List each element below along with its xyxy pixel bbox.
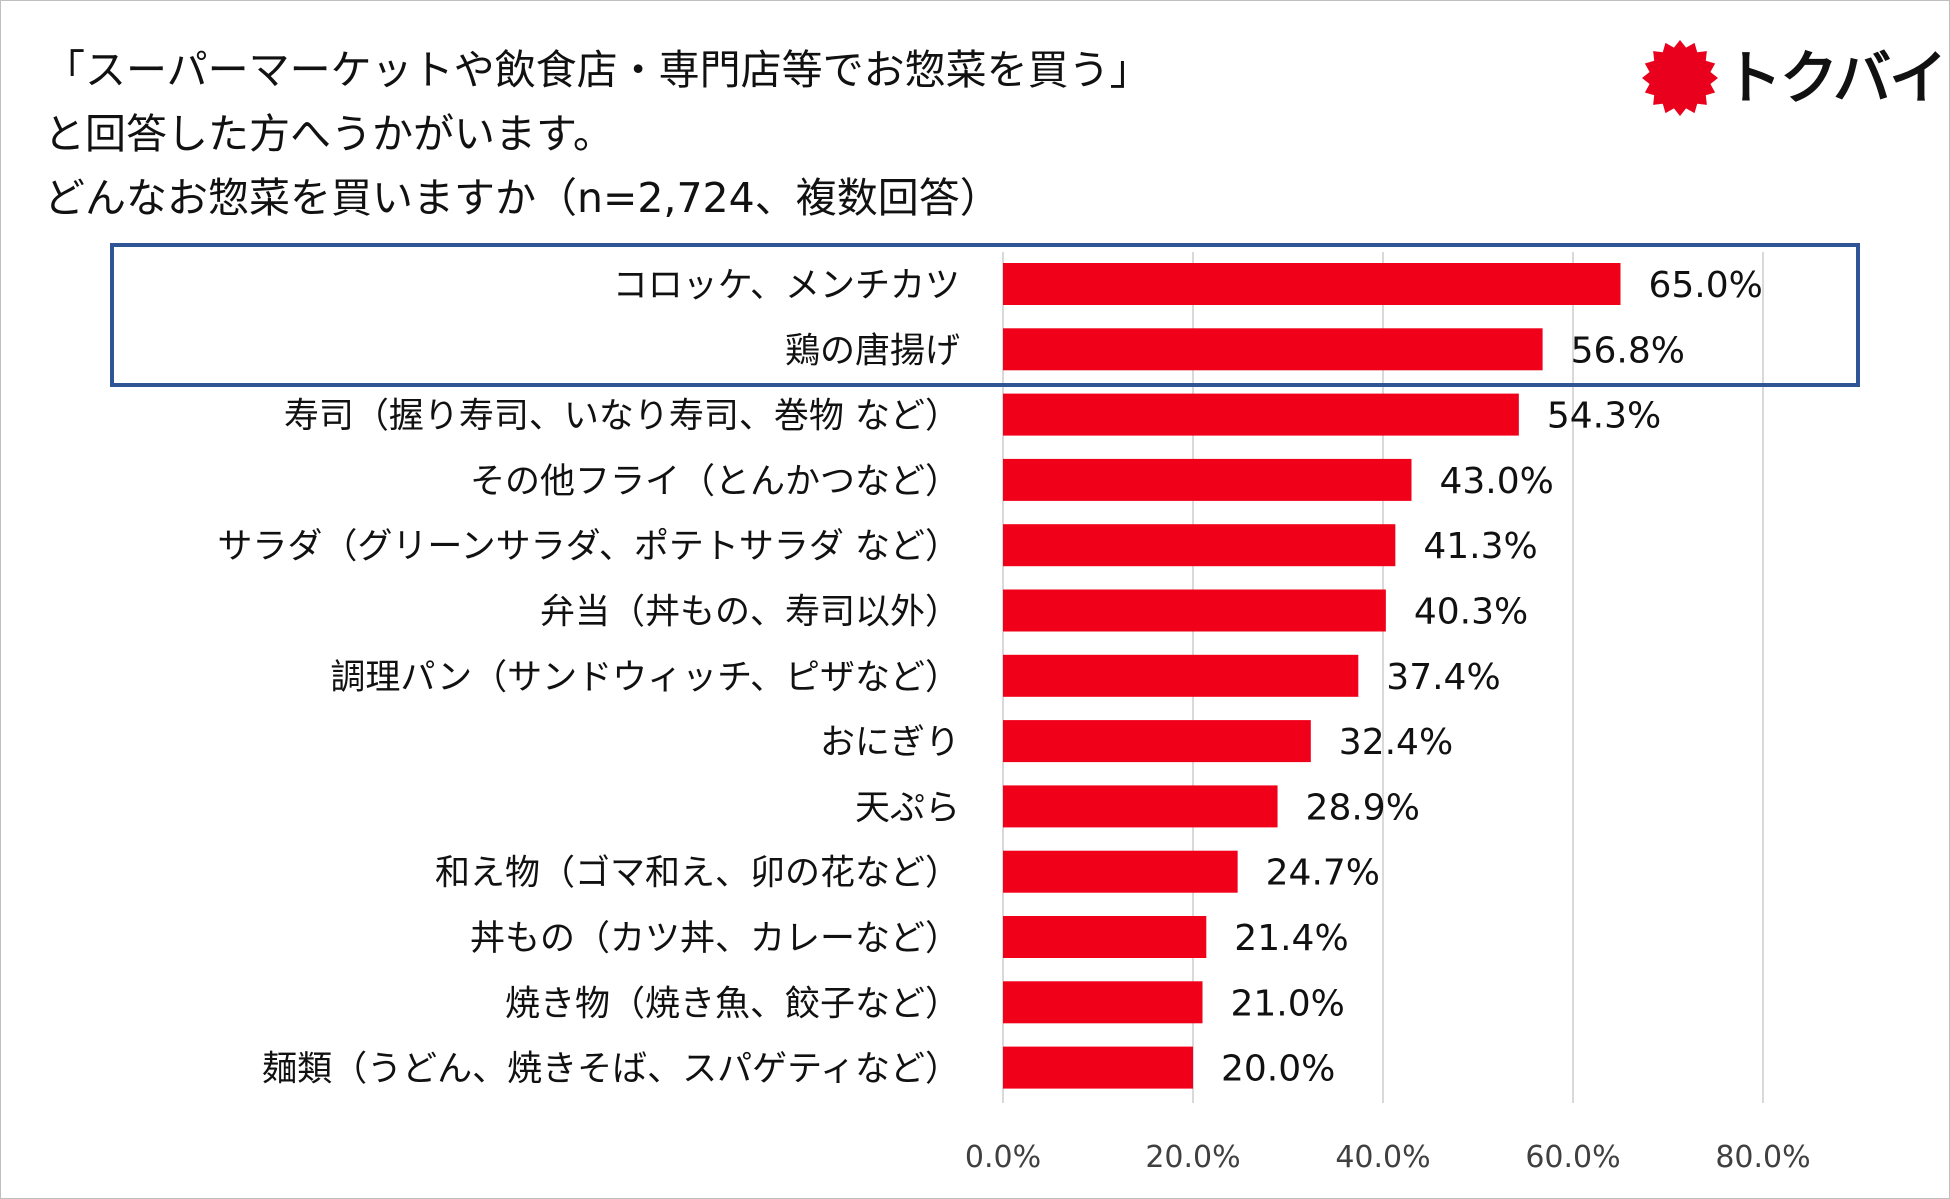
starburst-shape (1642, 40, 1718, 116)
category-label: おにぎり (820, 723, 960, 763)
x-tick-label: 60.0% (1525, 1140, 1620, 1175)
value-label: 40.3% (1414, 592, 1528, 633)
category-label: その他フライ（とんかつなど） (470, 462, 960, 502)
bar (1003, 720, 1311, 763)
value-labels: 65.0% 56.8% 54.3% 43.0% 41.3% 40.3% 37.4% 32.4%… (1221, 265, 1763, 1090)
category-label: 調理パン（サンドウィッチ、ピザなど） (330, 658, 960, 698)
value-label: 20.0% (1221, 1049, 1335, 1090)
category-label: 寿司（握り寿司、いなり寿司、巻物 など） (284, 397, 960, 437)
x-tick-label: 0.0% (965, 1140, 1041, 1175)
brand-logo: トクバイ (1640, 38, 1947, 118)
value-label: 32.4% (1339, 722, 1453, 763)
bar (1003, 654, 1359, 697)
value-label: 37.4% (1386, 657, 1500, 698)
title-line-2: と回答した方へうかがいます。 (44, 110, 614, 158)
value-label: 43.0% (1440, 461, 1554, 502)
bars (1003, 263, 1621, 1089)
value-label: 21.0% (1231, 983, 1345, 1024)
bar (1003, 850, 1238, 893)
bar (1003, 263, 1621, 305)
bar (1003, 328, 1543, 371)
bar (1003, 916, 1207, 958)
value-label: 24.7% (1266, 853, 1380, 894)
bar (1003, 785, 1278, 828)
bar (1003, 458, 1412, 501)
x-tick-label: 80.0% (1715, 1140, 1810, 1175)
x-tick-label: 20.0% (1145, 1140, 1240, 1175)
category-label: 丼もの（カツ丼、カレーなど） (470, 919, 960, 959)
highlight-box (110, 243, 1860, 387)
value-label: 65.0% (1649, 265, 1763, 306)
value-label: 41.3% (1423, 526, 1537, 567)
title-line-1: 「スーパーマーケットや飲食店・専門店等でお惣菜を買う」 (44, 46, 1151, 94)
category-label: 弁当（丼もの、寿司以外） (540, 593, 960, 633)
category-label: コロッケ、メンチカツ (613, 266, 960, 306)
title-line-3: どんなお惣菜を買いますか（n=2,724、複数回答） (44, 174, 1001, 222)
value-label: 54.3% (1547, 396, 1661, 437)
x-axis-ticks: 0.0% 20.0% 40.0% 60.0% 80.0% (965, 1140, 1811, 1175)
category-label: サラダ（グリーンサラダ、ポテトサラダ など） (217, 527, 960, 567)
value-label: 28.9% (1306, 787, 1420, 828)
category-label: 天ぷら (855, 788, 960, 828)
bar (1003, 393, 1519, 436)
brand-name: トクバイ (1724, 44, 1947, 112)
bar (1003, 524, 1396, 567)
value-label: 56.8% (1571, 330, 1685, 371)
bar (1003, 981, 1203, 1024)
starburst-icon (1642, 40, 1718, 116)
category-label: 焼き物（焼き魚、餃子など） (505, 984, 960, 1024)
category-label: 和え物（ゴマ和え、卯の花など） (435, 854, 960, 894)
bar (1003, 1046, 1193, 1089)
category-label: 鶏の唐揚げ (785, 331, 960, 371)
bar (1003, 589, 1386, 632)
value-label: 21.4% (1234, 918, 1348, 959)
x-tick-label: 40.0% (1335, 1140, 1430, 1175)
category-label: 麺類（うどん、焼きそば、スパゲティなど） (262, 1050, 960, 1090)
